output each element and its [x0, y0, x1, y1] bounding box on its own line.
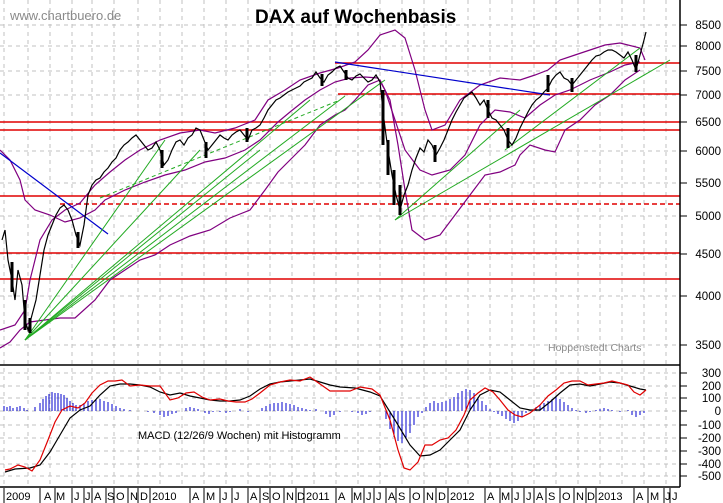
svg-text:S: S: [107, 491, 114, 503]
svg-text:S: S: [398, 491, 405, 503]
svg-text:8000: 8000: [695, 41, 721, 53]
price-axis-ticks: [680, 24, 687, 346]
svg-text:6500: 6500: [695, 117, 721, 129]
macd-line: [4, 376, 647, 472]
svg-text:J: J: [514, 491, 520, 503]
svg-text:O: O: [272, 491, 281, 503]
svg-text:J: J: [672, 491, 678, 503]
svg-text:J: J: [526, 491, 532, 503]
downtrend-lines: [0, 61, 551, 235]
svg-text:M: M: [353, 491, 362, 503]
svg-text:2009: 2009: [6, 491, 30, 503]
time-axis-labels: 2009 A M J J A S O N D 2010 A M J J A S …: [6, 491, 678, 503]
svg-text:-500: -500: [698, 471, 721, 483]
svg-text:-200: -200: [698, 433, 721, 445]
grid-vertical: [3, 0, 667, 487]
svg-text:A: A: [536, 491, 544, 503]
svg-text:N: N: [286, 491, 294, 503]
svg-text:A: A: [636, 491, 644, 503]
svg-text:N: N: [130, 491, 138, 503]
svg-text:D: D: [438, 491, 446, 503]
svg-text:7000: 7000: [695, 90, 721, 102]
svg-text:2011: 2011: [306, 491, 330, 503]
svg-text:8500: 8500: [695, 20, 721, 32]
source-label: Hoppenstedt Charts: [548, 342, 641, 354]
svg-text:M: M: [56, 491, 65, 503]
svg-text:J: J: [74, 491, 80, 503]
svg-text:O: O: [116, 491, 125, 503]
svg-text:A: A: [250, 491, 258, 503]
svg-text:200: 200: [702, 381, 721, 393]
svg-text:5000: 5000: [695, 211, 721, 223]
macd-axis-ticks: [680, 372, 687, 477]
svg-text:4500: 4500: [695, 249, 721, 261]
candlesticks: [1, 31, 647, 333]
svg-text:S: S: [548, 491, 555, 503]
svg-text:A: A: [388, 491, 396, 503]
svg-text:M: M: [206, 491, 215, 503]
watermark: www.chartbuero.de: [9, 8, 121, 23]
svg-text:S: S: [262, 491, 269, 503]
svg-text:J: J: [665, 491, 671, 503]
svg-text:M: M: [650, 491, 659, 503]
svg-text:M: M: [501, 491, 510, 503]
svg-text:5500: 5500: [695, 178, 721, 190]
macd-label: MACD (12/26/9 Wochen) mit Histogramm: [138, 430, 341, 442]
chart-title: DAX auf Wochenbasis: [255, 7, 456, 28]
svg-text:D: D: [140, 491, 148, 503]
svg-text:-400: -400: [698, 459, 721, 471]
svg-text:2010: 2010: [152, 491, 176, 503]
svg-text:O: O: [412, 491, 421, 503]
price-axis-labels: 8500 8000 7500 7000 6500 6000 5500 5000 …: [695, 20, 721, 352]
svg-text:N: N: [426, 491, 434, 503]
svg-text:O: O: [562, 491, 571, 503]
svg-text:A: A: [44, 491, 52, 503]
svg-text:J: J: [366, 491, 372, 503]
svg-text:-100: -100: [698, 420, 721, 432]
svg-text:A: A: [192, 491, 200, 503]
svg-text:2012: 2012: [450, 491, 474, 503]
svg-text:J: J: [85, 491, 91, 503]
svg-text:100: 100: [702, 393, 721, 405]
svg-text:4000: 4000: [695, 291, 721, 303]
support-resistance-lines: [0, 62, 680, 280]
svg-text:D: D: [587, 491, 595, 503]
svg-text:J: J: [222, 491, 228, 503]
svg-text:J: J: [234, 491, 240, 503]
uptrend-fan-lines: [24, 47, 671, 341]
svg-text:A: A: [338, 491, 346, 503]
macd-axis-labels: 300 200 100 0 -100 -200 -300 -400 -500: [698, 368, 721, 483]
time-axis-separators: [3, 488, 671, 503]
svg-text:N: N: [576, 491, 584, 503]
macd-histogram: [3, 389, 645, 443]
svg-text:D: D: [297, 491, 305, 503]
svg-text:6000: 6000: [695, 146, 721, 158]
svg-text:A: A: [94, 491, 102, 503]
svg-text:300: 300: [702, 368, 721, 380]
svg-text:-300: -300: [698, 446, 721, 458]
svg-text:7500: 7500: [695, 66, 721, 78]
macd-signal-line: [4, 378, 647, 473]
svg-text:2013: 2013: [598, 491, 622, 503]
svg-text:J: J: [376, 491, 382, 503]
svg-text:A: A: [487, 491, 495, 503]
svg-text:3500: 3500: [695, 340, 721, 352]
svg-text:0: 0: [715, 406, 721, 418]
